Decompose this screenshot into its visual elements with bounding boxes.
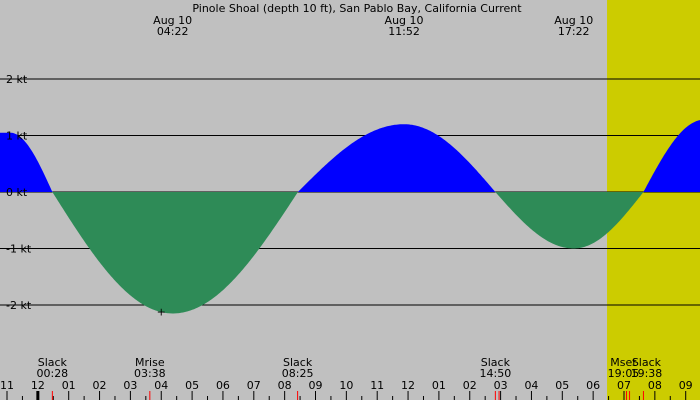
x-tick-label: 09 xyxy=(679,379,693,392)
x-tick-label: 02 xyxy=(93,379,107,392)
event-time-label: 19:38 xyxy=(631,367,663,380)
x-tick-label: 04 xyxy=(524,379,538,392)
x-tick-label: 01 xyxy=(62,379,76,392)
current-time-marker: + xyxy=(157,306,166,319)
ebb-current-area xyxy=(0,192,700,314)
peak-time-label: 04:22 xyxy=(157,25,189,38)
event-name-label: Mrise xyxy=(135,356,165,369)
y-tick-label: 0 kt xyxy=(6,186,28,199)
event-name-label: Slack xyxy=(38,356,68,369)
x-tick-label: 07 xyxy=(617,379,631,392)
x-tick-label: 01 xyxy=(432,379,446,392)
event-name-label: Slack xyxy=(481,356,511,369)
x-tick-label: 05 xyxy=(555,379,569,392)
peak-time-label: 11:52 xyxy=(388,25,420,38)
x-tick-label: 03 xyxy=(494,379,508,392)
midnight-marker xyxy=(36,391,40,400)
x-tick-label: 04 xyxy=(154,379,168,392)
event-time-label: 19:05 xyxy=(608,367,640,380)
peak-date-label: Aug 10 xyxy=(554,14,593,27)
y-tick-label: 2 kt xyxy=(6,73,28,86)
event-time-label: 00:28 xyxy=(36,367,68,380)
x-axis: 11 12 01 02 03 04 05 06 07 08 09 10 11 12 01 02 03 04 05 06… xyxy=(0,379,693,400)
x-tick-label: 06 xyxy=(216,379,230,392)
x-tick-label: 03 xyxy=(123,379,137,392)
peak-date-label: Aug 10 xyxy=(153,14,192,27)
x-tick-label: 09 xyxy=(309,379,323,392)
x-tick-label: 08 xyxy=(278,379,292,392)
event-time-label: 14:50 xyxy=(480,367,512,380)
event-name-label: Slack xyxy=(632,356,662,369)
y-tick-label: 1 kt xyxy=(6,130,28,143)
event-name-label: Mset xyxy=(610,356,637,369)
x-tick-label: 05 xyxy=(185,379,199,392)
x-tick-label: 06 xyxy=(586,379,600,392)
x-tick-label: 11 xyxy=(0,379,14,392)
flood-current-area xyxy=(0,120,700,192)
event-time-label: 08:25 xyxy=(282,367,314,380)
x-tick-label: 07 xyxy=(247,379,261,392)
event-name-label: Slack xyxy=(283,356,313,369)
x-tick-label: 11 xyxy=(370,379,384,392)
event-labels: Slack00:28Mrise03:38Slack08:25Slack14:50… xyxy=(36,356,662,380)
x-tick-label: 10 xyxy=(339,379,353,392)
peak-time-label: 17:22 xyxy=(558,25,590,38)
x-tick-label: 02 xyxy=(463,379,477,392)
event-time-label: 03:38 xyxy=(134,367,166,380)
y-tick-label: -1 kt xyxy=(6,243,32,256)
x-tick-label: 12 xyxy=(401,379,415,392)
chart-title: Pinole Shoal (depth 10 ft), San Pablo Ba… xyxy=(192,2,522,15)
x-tick-label: 12 xyxy=(31,379,45,392)
y-tick-label: -2 kt xyxy=(6,299,32,312)
x-tick-label: 08 xyxy=(648,379,662,392)
peak-date-label: Aug 10 xyxy=(385,14,424,27)
y-axis-labels: 2 kt 1 kt 0 kt -1 kt -2 kt xyxy=(6,73,32,312)
